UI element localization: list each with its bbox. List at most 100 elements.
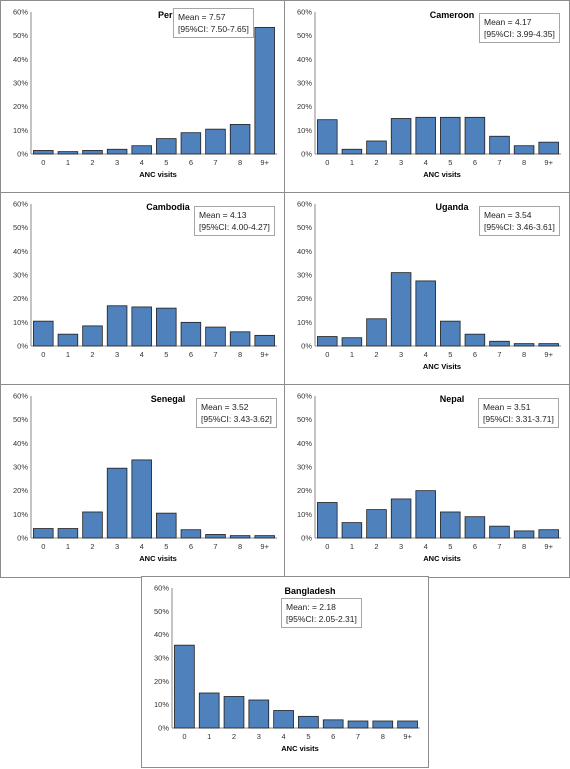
chart-panel-uganda: 0% 10% 20% 30% 40% 50% 60% 0 1 2 3 4 5 6 7 8 9+ ANC Visit… [284,192,570,386]
x-tick-label: 9+ [544,158,553,167]
chart-title: Senegal [151,394,186,404]
bar-0 [317,336,338,347]
chart-uganda: 0% 10% 20% 30% 40% 50% 60% 0 1 2 3 4 5 6 7 8 9+ ANC Visit… [297,200,561,371]
x-tick-label: 2 [374,350,378,359]
x-tick-label: 1 [66,350,70,359]
x-tick-label: 3 [399,158,403,167]
bar-3 [390,272,412,347]
x-axis-label: ANC visits [281,744,319,753]
y-tick-label: 20% [13,486,28,495]
x-tick-label: 5 [306,732,310,741]
bar-6 [464,116,486,155]
mean-ci-box: Mean = 3.54 [95%CI: 3.46-3.61] [479,206,560,236]
y-tick-label: 30% [13,463,28,472]
bar-2 [366,140,387,155]
y-tick-label: 20% [297,486,312,495]
x-tick-label: 9+ [260,158,269,167]
y-tick-label: 50% [13,223,28,232]
chart-panel-cameroon: 0% 10% 20% 30% 40% 50% 60% 0 1 2 3 4 5 6 7 8 9+ ANC visit… [284,0,570,194]
ci-label: [95%CI: 3.43-3.62] [201,414,272,424]
y-tick-label: 50% [13,31,28,40]
y-tick-label: 40% [297,55,312,64]
x-tick-label: 8 [238,350,242,359]
x-tick-label: 2 [374,158,378,167]
bar-1 [341,522,363,539]
bar-3 [390,118,412,155]
x-tick-label: 5 [164,350,168,359]
chart-cameroon: 0% 10% 20% 30% 40% 50% 60% 0 1 2 3 4 5 6 7 8 9+ ANC visit… [297,8,561,179]
x-tick-label: 5 [164,542,168,551]
x-tick-label: 5 [448,542,452,551]
bar-2 [366,509,387,539]
chart-panel-senegal: 0% 10% 20% 30% 40% 50% 60% 0 1 2 3 4 5 6 7 8 9+ ANC visit… [0,384,286,578]
chart-title: Peru [158,10,178,20]
chart-title: Uganda [435,202,469,212]
x-axis-label: ANC visits [423,554,461,563]
x-tick-label: 8 [522,542,526,551]
bar-2 [82,325,103,347]
bar-3 [106,148,128,155]
y-tick-label: 60% [154,584,169,593]
x-tick-label: 6 [331,732,335,741]
x-tick-label: 5 [164,158,168,167]
bar-2 [82,150,103,155]
x-tick-label: 1 [350,542,354,551]
x-tick-label: 6 [189,542,193,551]
mean-label: Mean = 3.54 [484,210,532,220]
bar-1 [57,528,79,539]
x-tick-label: 3 [115,158,119,167]
y-tick-label: 50% [297,415,312,424]
y-tick-label: 0% [17,342,28,351]
bar-6 [180,529,202,539]
x-tick-label: 3 [115,542,119,551]
bar-9+ [538,343,559,347]
bar-1 [57,333,79,347]
x-tick-label: 8 [238,542,242,551]
y-tick-label: 0% [301,150,312,159]
x-tick-label: 9+ [260,350,269,359]
x-tick-label: 7 [497,158,501,167]
bar-3 [106,467,128,539]
y-tick-label: 50% [297,223,312,232]
x-tick-label: 6 [473,158,477,167]
y-tick-label: 60% [13,392,28,401]
x-axis-label: ANC Visits [423,362,461,371]
x-tick-label: 4 [140,158,144,167]
x-tick-label: 7 [497,542,501,551]
y-tick-label: 30% [297,79,312,88]
ci-label: [95%CI: 4.00-4.27] [199,222,270,232]
y-tick-label: 50% [154,607,169,616]
x-tick-label: 4 [140,542,144,551]
x-tick-label: 2 [374,542,378,551]
ci-label: [95%CI: 3.46-3.61] [484,222,555,232]
mean-label: Mean: = 2.18 [286,602,336,612]
chart-peru: 0% 10% 20% 30% 40% 50% 60% 0 1 2 3 4 5 6 7 8 9+ ANC visit… [13,8,277,179]
bar-3 [106,305,128,347]
bar-8 [513,530,535,539]
bar-3 [390,498,412,539]
x-tick-label: 6 [473,542,477,551]
mean-label: Mean = 4.13 [199,210,247,220]
bar-2 [366,318,387,347]
bar-1 [57,151,79,155]
chart-title: Cameroon [430,10,475,20]
y-tick-label: 10% [13,318,28,327]
x-tick-label: 4 [424,542,428,551]
bar-6 [464,333,486,347]
ci-label: [95%CI: 3.31-3.71] [483,414,554,424]
bar-5 [440,511,461,539]
chart-panel-bangladesh: 0% 10% 20% 30% 40% 50% 60% 0 1 2 3 4 5 6 7 8 9+ ANC visit… [141,576,429,768]
mean-label: Mean = 3.52 [201,402,249,412]
bar-3 [248,699,270,729]
y-tick-label: 20% [154,677,169,686]
x-tick-label: 1 [350,158,354,167]
bar-7 [205,128,226,155]
bar-2 [82,511,103,539]
y-tick-label: 10% [297,126,312,135]
bar-1 [341,337,363,347]
bar-0 [174,644,195,729]
y-tick-label: 0% [301,534,312,543]
x-tick-label: 0 [41,158,45,167]
x-tick-label: 8 [381,732,385,741]
x-tick-label: 6 [473,350,477,359]
